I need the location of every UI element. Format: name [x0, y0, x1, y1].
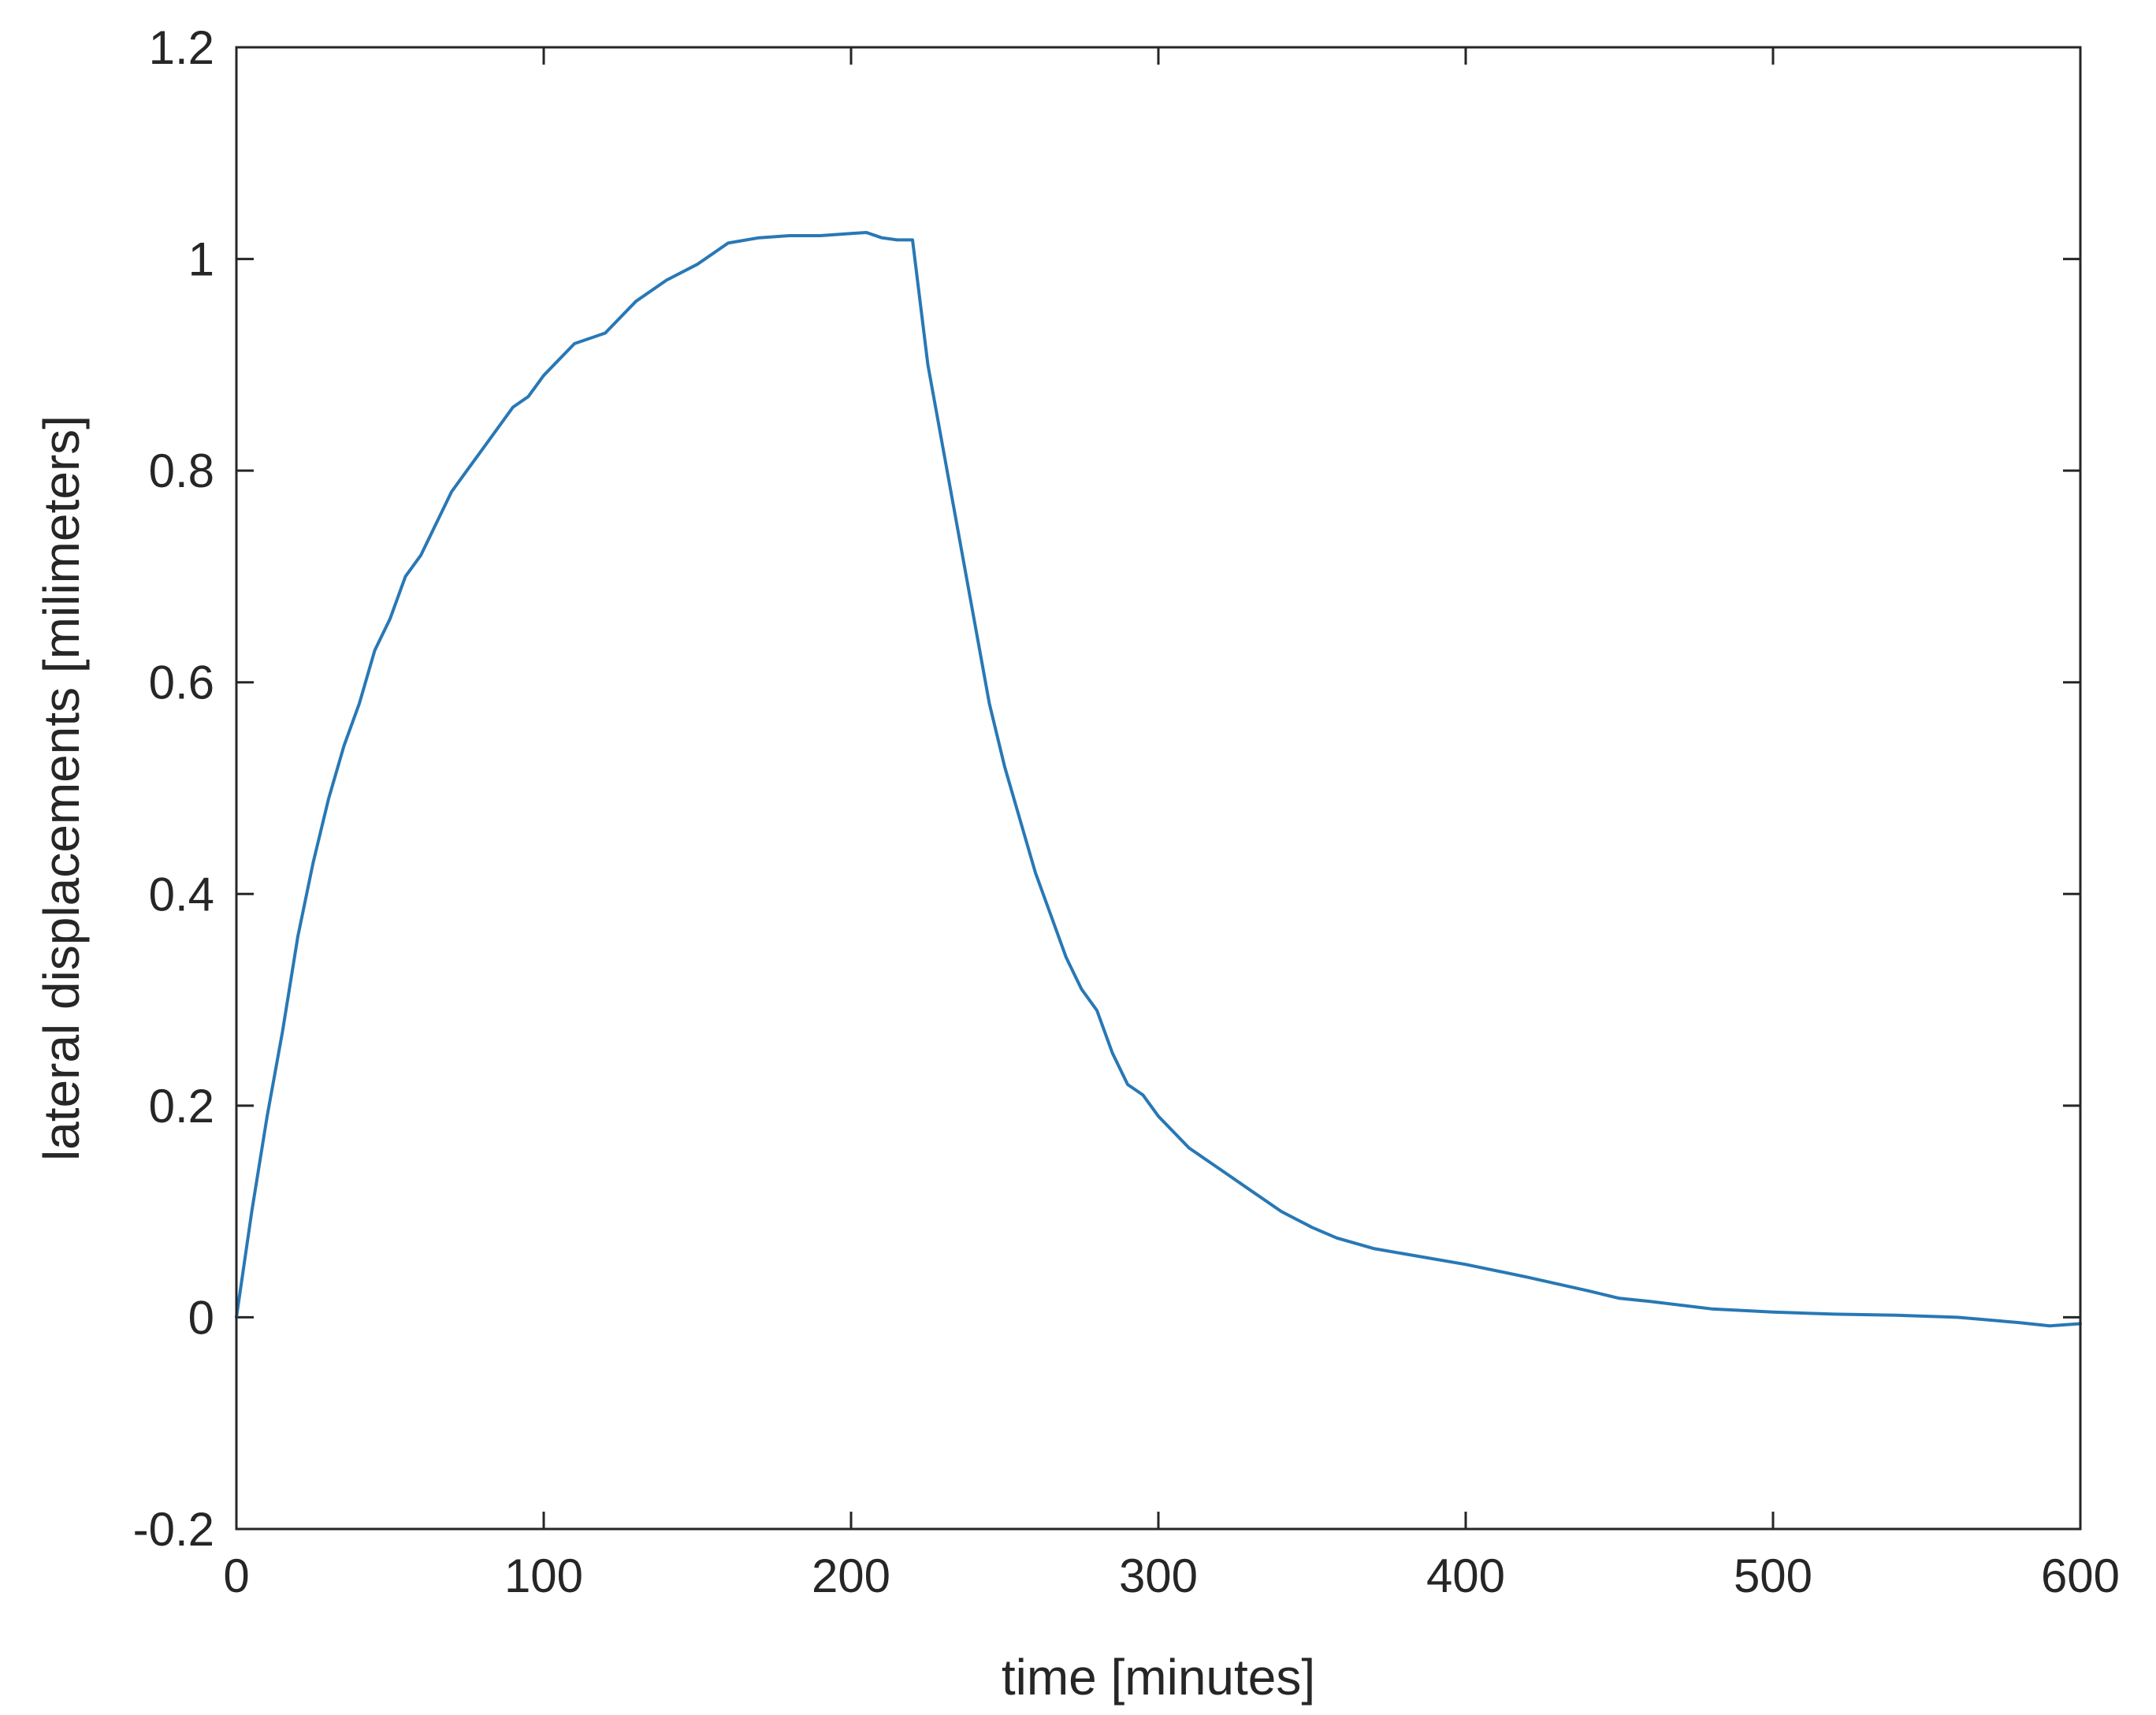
y-tick-label: 1.2 [149, 21, 214, 74]
x-tick-label: 200 [812, 1549, 890, 1602]
plot-frame [235, 46, 2082, 1531]
x-tick-label: 300 [1119, 1549, 1198, 1602]
y-tick-label: 0 [188, 1291, 214, 1344]
y-tick-label: 0.4 [149, 868, 214, 921]
y-tick-label: -0.2 [133, 1503, 214, 1556]
y-tick-label: 1 [188, 233, 214, 286]
x-tick-label: 500 [1734, 1549, 1812, 1602]
series-layer [235, 231, 2082, 1328]
x-tick-label: 400 [1426, 1549, 1505, 1602]
x-tick-label: 100 [504, 1549, 583, 1602]
y-tick-label: 0.2 [149, 1080, 214, 1133]
series-line [235, 231, 2082, 1328]
y-axis-label: lateral displacements [milimeters] [33, 415, 90, 1161]
y-tick-label: 0.8 [149, 445, 214, 497]
y-tick-label: 0.6 [149, 657, 214, 709]
x-tick-label: 0 [223, 1549, 249, 1602]
plot-area [236, 47, 2080, 1529]
x-tick-label: 600 [2041, 1549, 2120, 1602]
ticks-layer: 0 100 200 300 400 500 600-0.200.20.40.60.811.2 [133, 21, 2120, 1602]
x-axis-label: time [minutes] [1002, 1649, 1315, 1706]
